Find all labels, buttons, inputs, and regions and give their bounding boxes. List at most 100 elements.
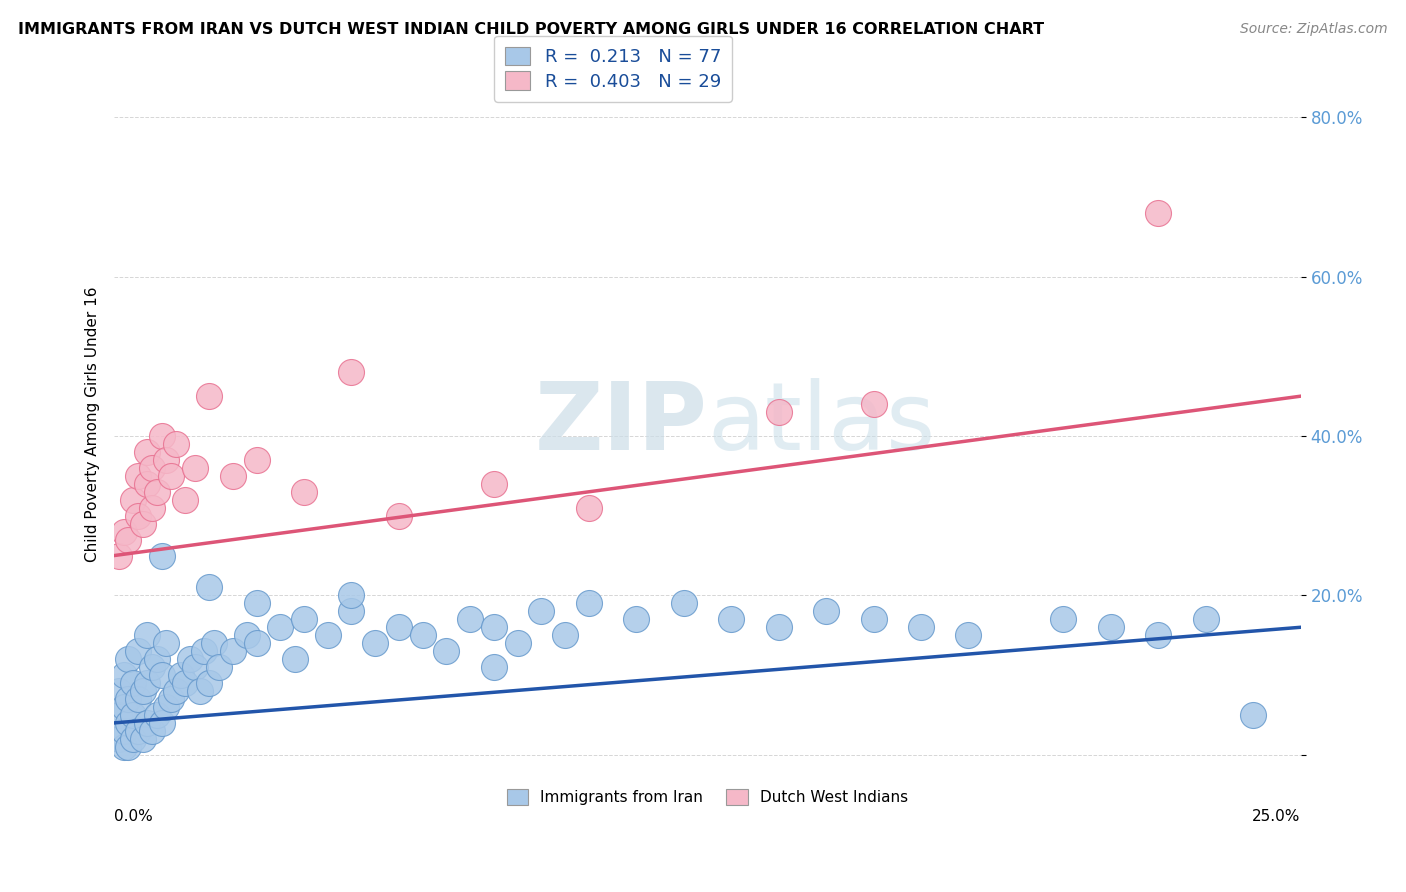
Point [165,684,187,698]
Point [127,723,149,738]
Point [506,636,529,650]
Point [141,660,163,674]
Point [482,620,505,634]
Point [136,445,159,459]
Point [127,644,149,658]
Point [136,715,159,730]
Point [245,453,267,467]
Point [179,652,201,666]
Point [117,692,139,706]
Point [910,620,932,634]
Point [150,668,173,682]
Point [136,676,159,690]
Point [245,636,267,650]
Point [768,405,790,419]
Point [193,644,215,658]
Point [112,723,135,738]
Point [108,684,131,698]
Point [340,365,363,379]
Point [150,715,173,730]
Point [245,596,267,610]
Point [131,516,153,531]
Point [108,549,131,563]
Point [131,731,153,746]
Point [146,484,169,499]
Point [136,628,159,642]
Point [316,628,339,642]
Point [136,476,159,491]
Point [340,604,363,618]
Point [127,468,149,483]
Point [198,581,221,595]
Point [720,612,742,626]
Point [150,549,173,563]
Text: Source: ZipAtlas.com: Source: ZipAtlas.com [1240,22,1388,37]
Point [108,707,131,722]
Point [169,668,191,682]
Point [155,700,177,714]
Point [1147,628,1170,642]
Point [626,612,648,626]
Point [122,676,145,690]
Point [1099,620,1122,634]
Point [184,660,207,674]
Point [269,620,291,634]
Point [340,588,363,602]
Point [222,468,245,483]
Point [283,652,305,666]
Point [150,429,173,443]
Point [146,707,169,722]
Point [117,715,139,730]
Point [108,731,131,746]
Point [957,628,980,642]
Point [236,628,259,642]
Y-axis label: Child Poverty Among Girls Under 16: Child Poverty Among Girls Under 16 [86,286,100,562]
Point [482,476,505,491]
Point [174,676,197,690]
Point [174,492,197,507]
Point [554,628,576,642]
Point [117,652,139,666]
Point [1147,206,1170,220]
Point [1052,612,1074,626]
Point [155,636,177,650]
Point [112,524,135,539]
Point [222,644,245,658]
Point [122,707,145,722]
Point [388,508,411,523]
Text: atlas: atlas [707,378,935,470]
Point [141,461,163,475]
Point [122,731,145,746]
Point [141,723,163,738]
Point [198,389,221,403]
Point [198,676,221,690]
Point [155,453,177,467]
Point [207,660,229,674]
Point [112,700,135,714]
Point [578,500,600,515]
Point [146,652,169,666]
Point [482,660,505,674]
Point [434,644,457,658]
Point [292,484,315,499]
Point [122,492,145,507]
Point [388,620,411,634]
Point [160,468,183,483]
Text: 0.0%: 0.0% [114,809,153,824]
Point [768,620,790,634]
Point [117,739,139,754]
Point [815,604,838,618]
Point [188,684,211,698]
Point [364,636,387,650]
Point [578,596,600,610]
Point [160,692,183,706]
Point [862,397,884,411]
Point [131,684,153,698]
Point [458,612,481,626]
Point [165,437,187,451]
Point [127,692,149,706]
Point [672,596,695,610]
Point [530,604,553,618]
Point [1241,707,1264,722]
Point [117,533,139,547]
